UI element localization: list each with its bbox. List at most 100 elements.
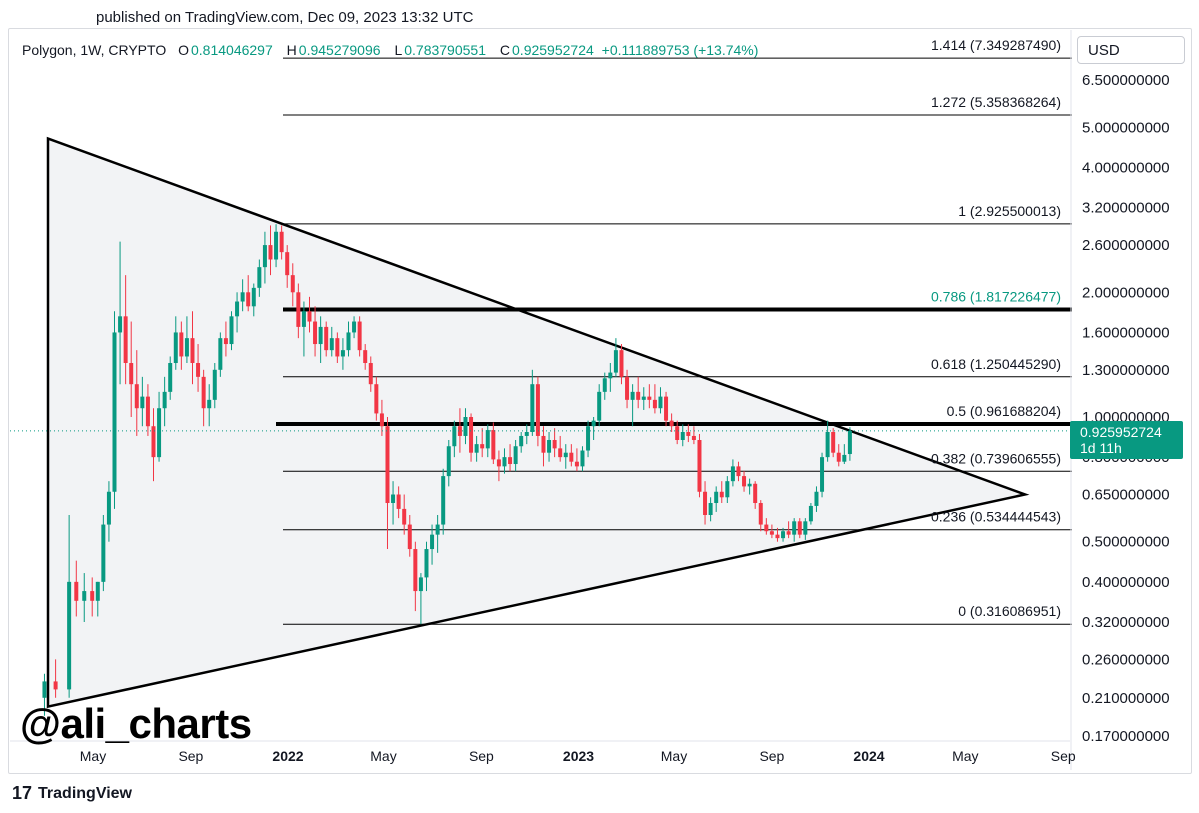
time-tick-label: 2022 xyxy=(272,748,303,764)
fib-level-label: 0.786 (1.817226477) xyxy=(931,289,1061,305)
candle-body xyxy=(691,435,696,440)
fib-level-label: 0.382 (0.739606555) xyxy=(931,450,1061,466)
candle-body xyxy=(714,491,719,504)
candle-body xyxy=(106,491,111,525)
candle-body xyxy=(708,503,713,516)
fib-level-label: 0 (0.316086951) xyxy=(958,603,1061,619)
candle-body xyxy=(831,432,836,453)
candle-body xyxy=(207,399,212,409)
price-tick-label: 0.170000000 xyxy=(1082,728,1170,745)
candle-body xyxy=(658,396,663,409)
candle-body xyxy=(747,483,752,487)
symbol-name: Polygon, 1W, CRYPTO xyxy=(22,42,167,58)
candle-body xyxy=(396,494,401,509)
author-watermark: @ali_charts xyxy=(20,700,252,747)
candle-body xyxy=(218,338,223,370)
candle-body xyxy=(157,408,162,458)
candle-body xyxy=(524,432,529,436)
high-value: 0.945279096 xyxy=(298,42,381,58)
time-tick-label: Sep xyxy=(1051,748,1076,764)
price-tick-label: 1.300000000 xyxy=(1082,362,1170,379)
candle-body xyxy=(357,321,362,351)
candle-body xyxy=(262,245,267,268)
candle-body xyxy=(184,338,189,357)
close-value: 0.925952724 xyxy=(512,42,594,58)
candle-body xyxy=(608,372,613,379)
candle-body xyxy=(296,292,301,327)
candle-body xyxy=(123,316,128,364)
time-tick-label: May xyxy=(952,748,978,764)
tradingview-logo-icon: 17 xyxy=(12,783,33,803)
candle-body xyxy=(407,524,412,550)
candle-body xyxy=(118,316,123,333)
open-label: O xyxy=(178,42,189,58)
current-price-tag: 0.925952724 1d 11h xyxy=(1070,421,1183,459)
candle-body xyxy=(797,521,802,535)
open-value: 0.814046297 xyxy=(191,42,273,58)
candle-body xyxy=(647,396,652,400)
fib-level-label: 1.414 (7.349287490) xyxy=(931,37,1061,53)
candle-body xyxy=(613,350,618,373)
price-tick-label: 4.000000000 xyxy=(1082,160,1170,177)
candle-body xyxy=(686,432,691,436)
price-tick-label: 0.400000000 xyxy=(1082,574,1170,591)
candle-body xyxy=(257,267,262,288)
candle-body xyxy=(469,417,474,453)
candle-body xyxy=(279,231,284,253)
candle-body xyxy=(574,461,579,467)
close-label: C xyxy=(499,42,511,58)
time-tick-label: Sep xyxy=(759,748,784,764)
candle-body xyxy=(145,396,150,427)
candle-body xyxy=(101,524,106,582)
time-tick-label: Sep xyxy=(469,748,494,764)
candle-body xyxy=(836,452,841,462)
tradingview-footer[interactable]: 17 TradingView xyxy=(12,783,132,804)
candle-countdown: 1d 11h xyxy=(1080,440,1122,456)
candle-body xyxy=(680,432,685,440)
candle-body xyxy=(808,505,813,522)
candle-body xyxy=(508,457,513,465)
currency-button[interactable]: USD xyxy=(1077,36,1185,64)
candle-body xyxy=(775,534,780,539)
candle-body xyxy=(329,338,334,351)
candle-body xyxy=(246,292,251,307)
candle-body xyxy=(803,521,808,535)
price-tick-label: 5.000000000 xyxy=(1082,119,1170,136)
candle-body xyxy=(418,577,423,592)
candle-body xyxy=(669,420,674,427)
candle-body xyxy=(463,417,468,436)
candle-body xyxy=(173,332,178,364)
price-tick-label: 0.260000000 xyxy=(1082,651,1170,668)
candle-body xyxy=(753,483,758,504)
candle-body xyxy=(162,391,167,409)
candle-body xyxy=(129,363,134,385)
candle-body xyxy=(201,376,206,409)
candle-body xyxy=(541,435,546,453)
candle-body xyxy=(619,350,624,377)
symbol-legend: Polygon, 1W, CRYPTO O 0.814046297 H 0.9452… xyxy=(22,42,760,58)
candle-body xyxy=(697,439,702,492)
candle-body xyxy=(625,376,630,400)
time-tick-label: 2023 xyxy=(563,748,594,764)
candle-body xyxy=(563,452,568,458)
candle-body xyxy=(340,350,345,357)
candle-body xyxy=(792,521,797,535)
candle-body xyxy=(307,311,312,322)
candle-body xyxy=(268,245,273,260)
candle-body xyxy=(703,491,708,516)
candle-body xyxy=(385,426,390,504)
candle-body xyxy=(352,321,357,333)
low-label: L xyxy=(394,42,403,58)
tradingview-brand: TradingView xyxy=(38,784,132,802)
candle-body xyxy=(379,413,384,427)
candle-body xyxy=(346,332,351,351)
candle-body xyxy=(274,231,279,260)
candle-body xyxy=(535,384,540,436)
candle-body xyxy=(664,396,669,421)
candle-body xyxy=(368,363,373,385)
price-tick-label: 0.320000000 xyxy=(1082,614,1170,631)
candle-body xyxy=(240,292,245,302)
candle-body xyxy=(190,338,195,364)
candle-body xyxy=(53,681,58,690)
